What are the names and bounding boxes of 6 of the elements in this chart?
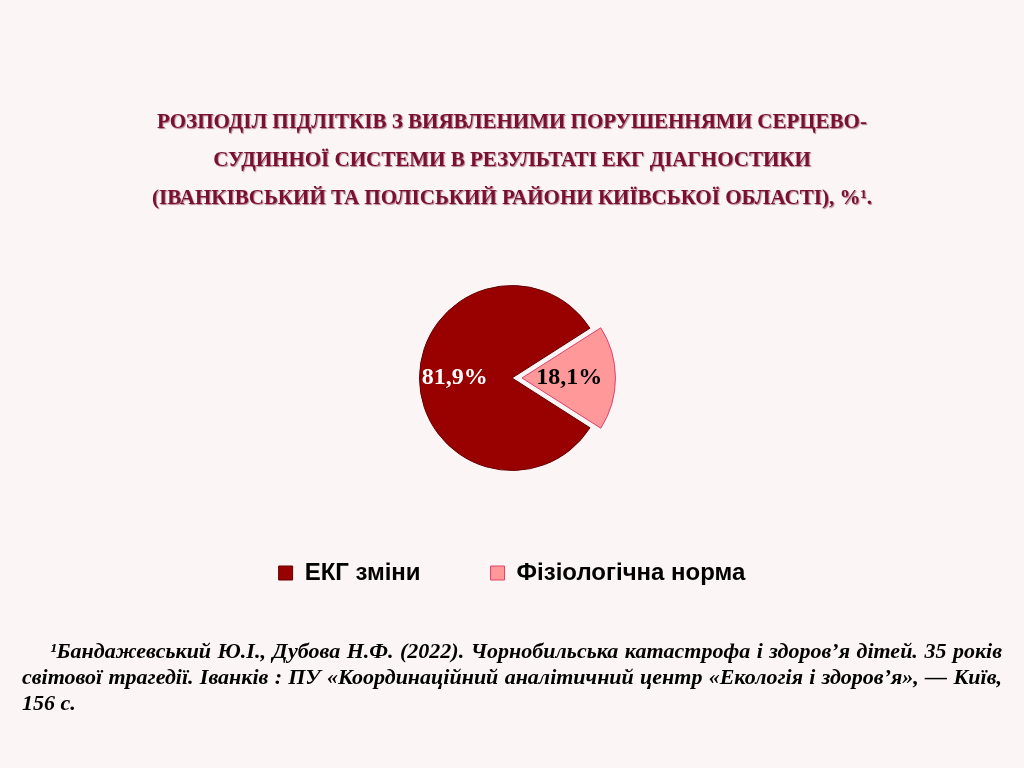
data-label: 18,1%: [536, 363, 603, 390]
legend-label: Фізіологічна норма: [516, 557, 747, 585]
legend-label: ЕКГ зміни: [304, 557, 421, 585]
data-label: 81,9%: [421, 363, 488, 390]
chart-title: РОЗПОДІЛ ПІДЛІТКІВ З ВИЯВЛЕНИМИ ПОРУШЕННЯМИ СЕРЦЕВО-СУДИННОЇ СИСТЕМИ В РЕЗУЛЬТАТІ ЕКГ ДІАГНОСТИКИ (ІВАНКІВСЬКИЙ ТА ПОЛІСЬКИЙ РАЙОНИ КИЇВСЬКОЇ ОБЛАСТІ), %¹.: [152, 108, 872, 211]
text: ¹Бандажевський Ю.І., Дубова Н.Ф. (2022). Чорнобильська катастрофа і здоров’я дітей. 35 років світової трагедії. Іванків : ПУ «Координаційний аналітичний центр «Екологія і здоров’я», — Київ, 156 с.: [22, 638, 1002, 716]
